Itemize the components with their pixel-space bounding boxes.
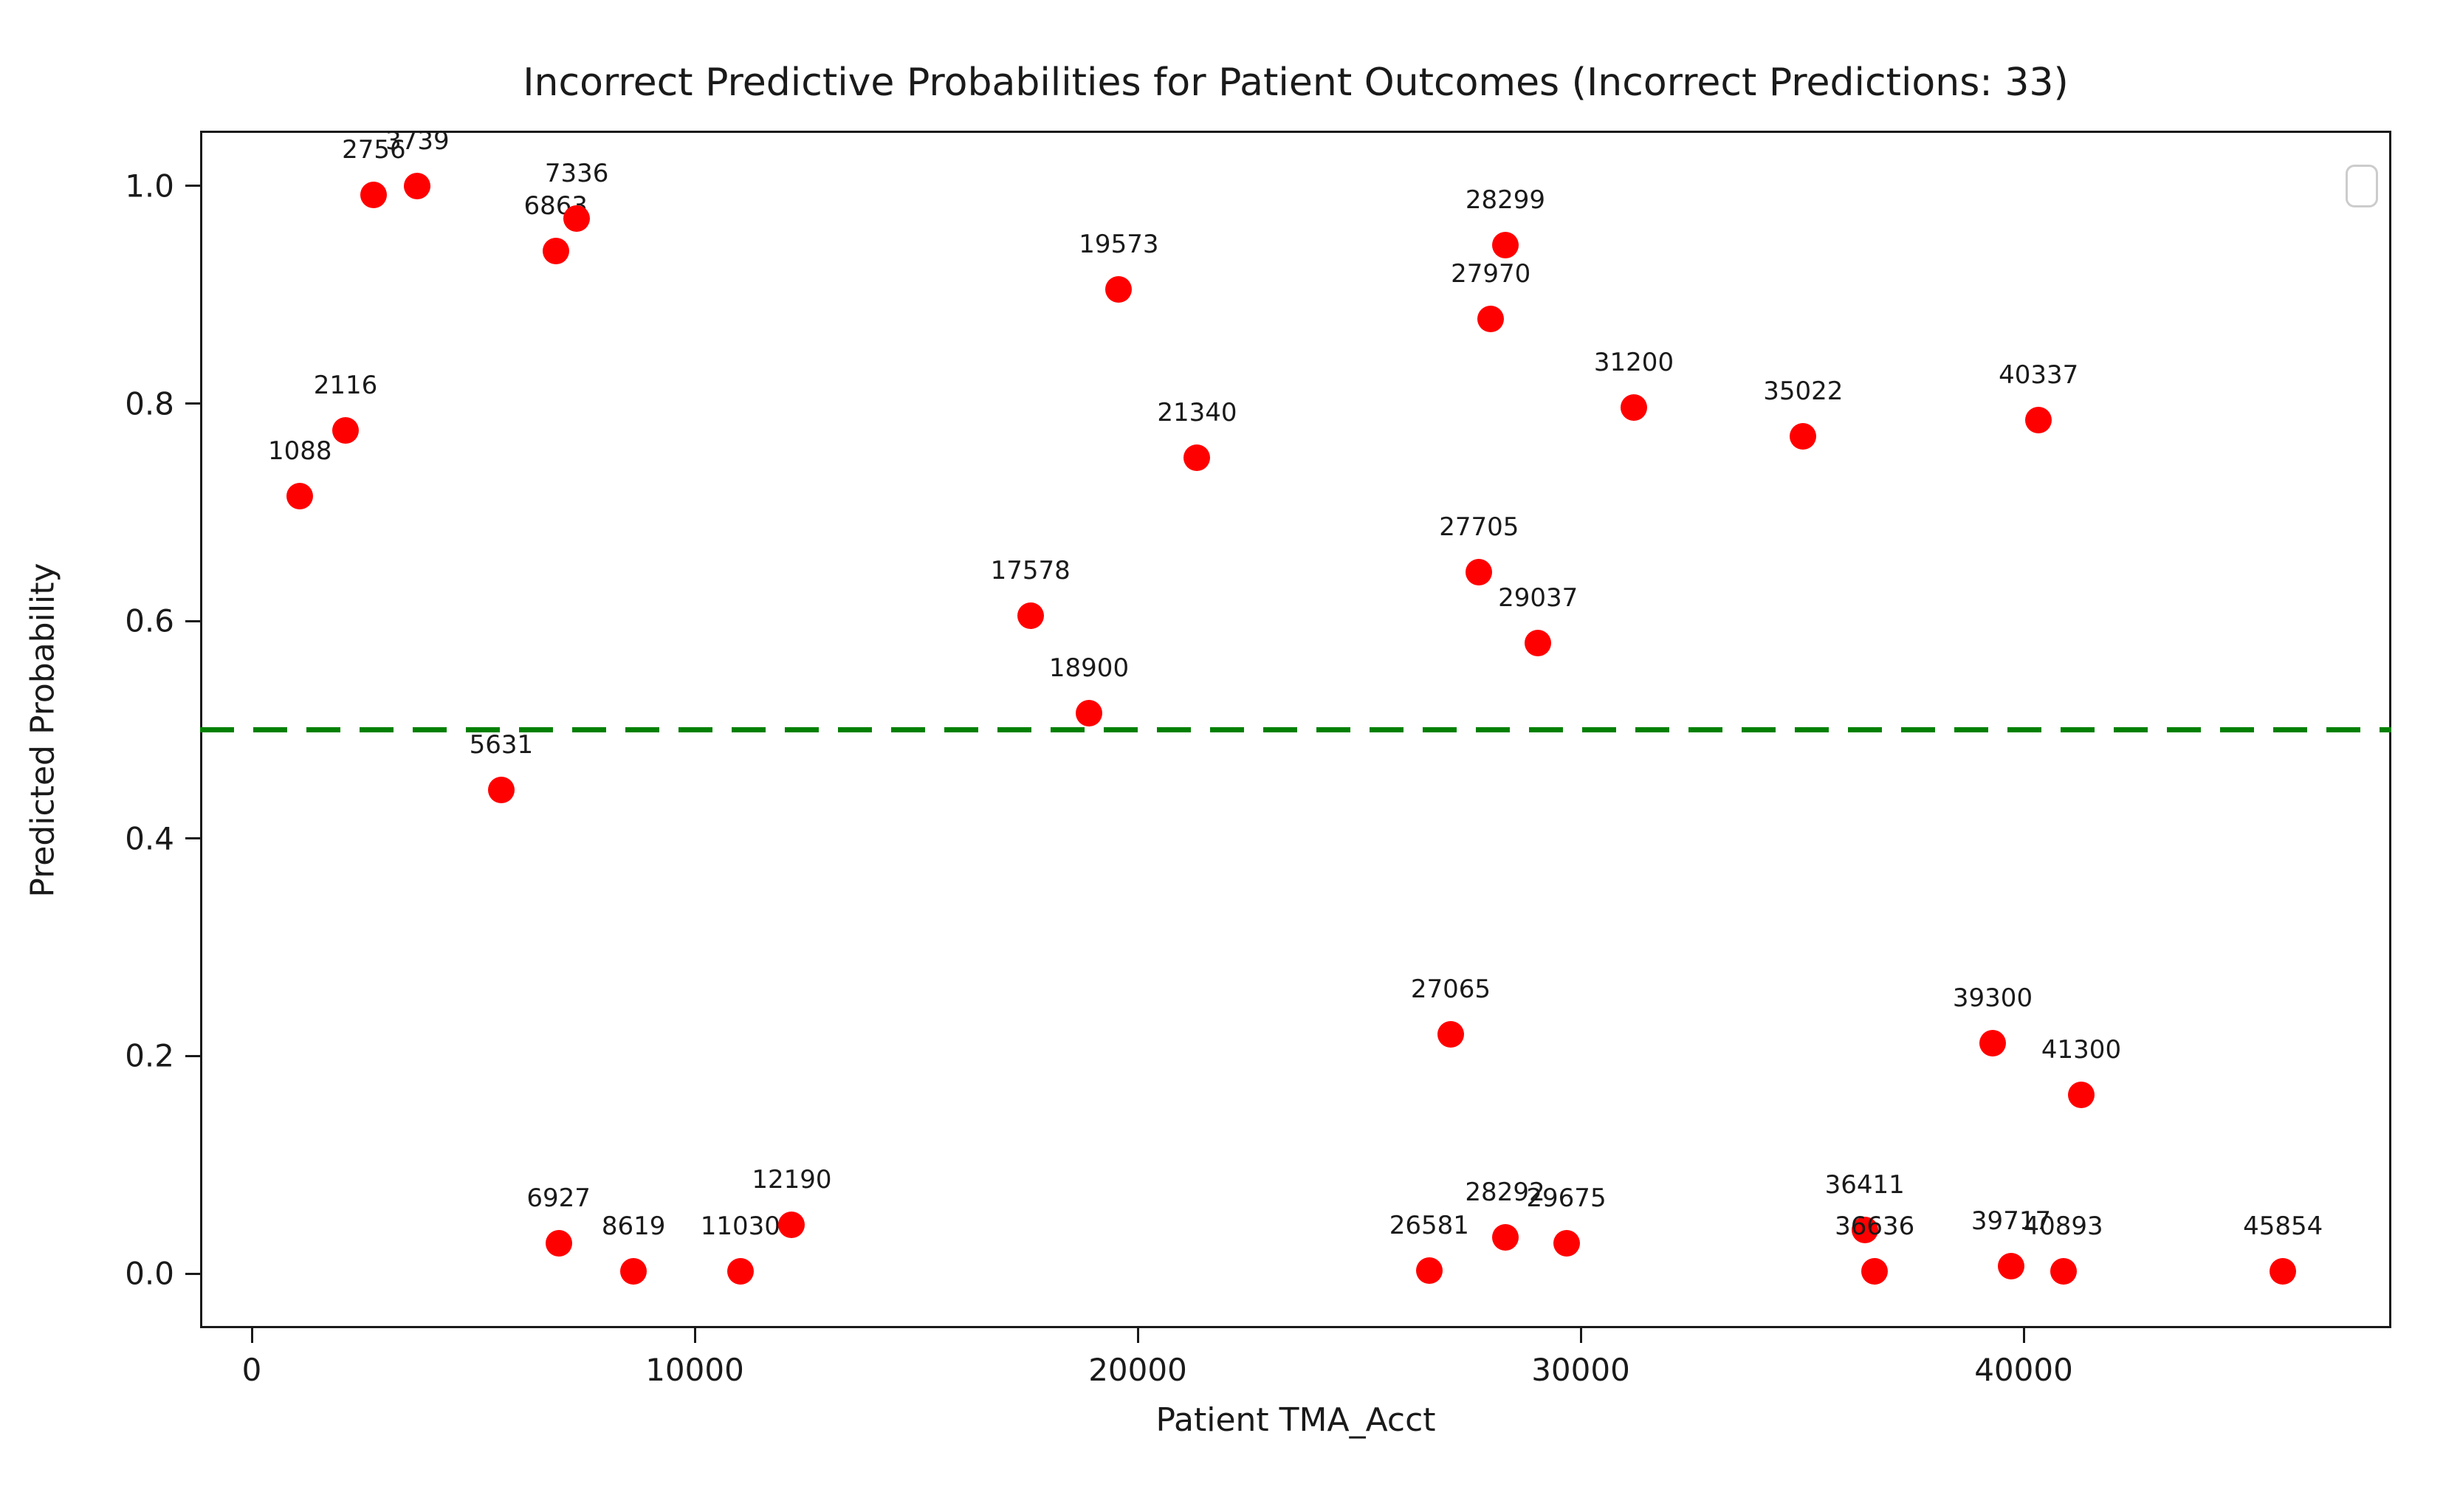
data-point xyxy=(1553,1229,1580,1257)
chart-title: Incorrect Predictive Probabilities for P… xyxy=(523,61,2069,105)
data-point xyxy=(2050,1258,2077,1285)
point-label: 12190 xyxy=(752,1164,832,1195)
point-label: 6927 xyxy=(526,1183,591,1213)
point-label: 27705 xyxy=(1439,512,1519,542)
point-label: 19573 xyxy=(1079,229,1159,259)
point-label: 11030 xyxy=(700,1212,780,1242)
point-label: 1088 xyxy=(268,436,332,466)
data-point xyxy=(545,1229,572,1257)
data-point xyxy=(1183,444,1211,472)
y-tick-mark xyxy=(185,185,200,188)
y-tick-label: 1.0 xyxy=(125,168,174,205)
y-tick-mark xyxy=(185,1054,200,1057)
data-point xyxy=(487,776,515,803)
point-label: 29037 xyxy=(1498,583,1578,613)
y-tick-label: 0.0 xyxy=(125,1255,174,1292)
point-label: 8619 xyxy=(601,1212,666,1242)
point-label: 39717 xyxy=(1971,1206,2052,1236)
threshold-line xyxy=(200,727,2391,732)
x-tick-label: 0 xyxy=(241,1352,262,1388)
data-point xyxy=(542,238,569,265)
point-label: 26581 xyxy=(1389,1210,1469,1240)
x-tick-label: 40000 xyxy=(1974,1352,2073,1388)
point-label: 31200 xyxy=(1593,348,1674,378)
x-tick-label: 20000 xyxy=(1088,1352,1187,1388)
point-label: 28299 xyxy=(1465,185,1546,215)
point-label: 28292 xyxy=(1465,1178,1545,1208)
y-tick-mark xyxy=(185,402,200,405)
point-label: 36636 xyxy=(1835,1212,1915,1242)
point-label: 40893 xyxy=(2023,1212,2103,1242)
y-tick-label: 0.2 xyxy=(125,1037,174,1074)
data-point xyxy=(1466,558,1493,585)
point-label: 2756 xyxy=(342,134,406,165)
x-tick-mark xyxy=(2022,1328,2025,1343)
x-tick-mark xyxy=(250,1328,253,1343)
x-axis-label: Patient TMA_Acct xyxy=(1155,1401,1436,1439)
data-point xyxy=(1525,629,1552,656)
point-label: 45854 xyxy=(2243,1212,2323,1242)
point-label: 41300 xyxy=(2041,1035,2122,1065)
data-point xyxy=(726,1258,754,1285)
data-point xyxy=(1076,700,1102,727)
point-label: 40337 xyxy=(1999,360,2079,390)
data-point xyxy=(2270,1258,2297,1285)
data-point xyxy=(620,1258,647,1285)
point-label: 27970 xyxy=(1451,258,1531,289)
y-tick-label: 0.4 xyxy=(125,820,174,857)
point-label: 39300 xyxy=(1952,983,2033,1013)
data-point xyxy=(2068,1082,2095,1109)
y-axis-label: Predicted Probability xyxy=(24,562,62,898)
point-label: 5631 xyxy=(469,729,534,760)
point-label: 27065 xyxy=(1410,974,1491,1004)
x-tick-label: 10000 xyxy=(645,1352,744,1388)
x-tick-mark xyxy=(1579,1328,1582,1343)
data-point xyxy=(360,181,388,208)
data-point xyxy=(1437,1020,1464,1048)
y-tick-mark xyxy=(185,619,200,622)
data-point xyxy=(1477,305,1505,332)
point-label: 21340 xyxy=(1157,398,1237,428)
data-point xyxy=(1979,1029,2006,1056)
data-point xyxy=(2025,406,2052,433)
y-tick-label: 0.6 xyxy=(125,602,174,639)
y-tick-mark xyxy=(185,1272,200,1275)
data-point xyxy=(1105,275,1133,303)
data-point xyxy=(1861,1258,1889,1285)
point-label: 35022 xyxy=(1763,376,1844,406)
point-label: 18900 xyxy=(1048,653,1130,684)
y-tick-mark xyxy=(185,837,200,840)
data-point xyxy=(331,417,359,444)
x-tick-label: 30000 xyxy=(1531,1352,1630,1388)
point-label: 17578 xyxy=(990,555,1071,585)
data-point xyxy=(1017,602,1044,629)
data-point xyxy=(1491,231,1519,258)
x-tick-mark xyxy=(693,1328,696,1343)
data-point xyxy=(404,172,431,199)
point-label: 2116 xyxy=(313,371,378,401)
legend-box xyxy=(2346,165,2378,207)
data-point xyxy=(1790,422,1817,450)
data-point xyxy=(1621,394,1647,422)
x-tick-mark xyxy=(1136,1328,1139,1343)
y-tick-label: 0.8 xyxy=(125,385,174,422)
point-label: 29675 xyxy=(1526,1183,1607,1213)
data-point xyxy=(286,482,314,509)
data-point xyxy=(1491,1224,1519,1251)
point-label: 36411 xyxy=(1824,1170,1905,1200)
data-point xyxy=(778,1211,805,1238)
point-label: 3739 xyxy=(385,126,450,156)
data-point xyxy=(1851,1217,1878,1244)
data-point xyxy=(1998,1252,2025,1279)
data-point xyxy=(563,205,591,233)
data-point xyxy=(1415,1257,1443,1284)
point-label: 7336 xyxy=(544,159,609,189)
